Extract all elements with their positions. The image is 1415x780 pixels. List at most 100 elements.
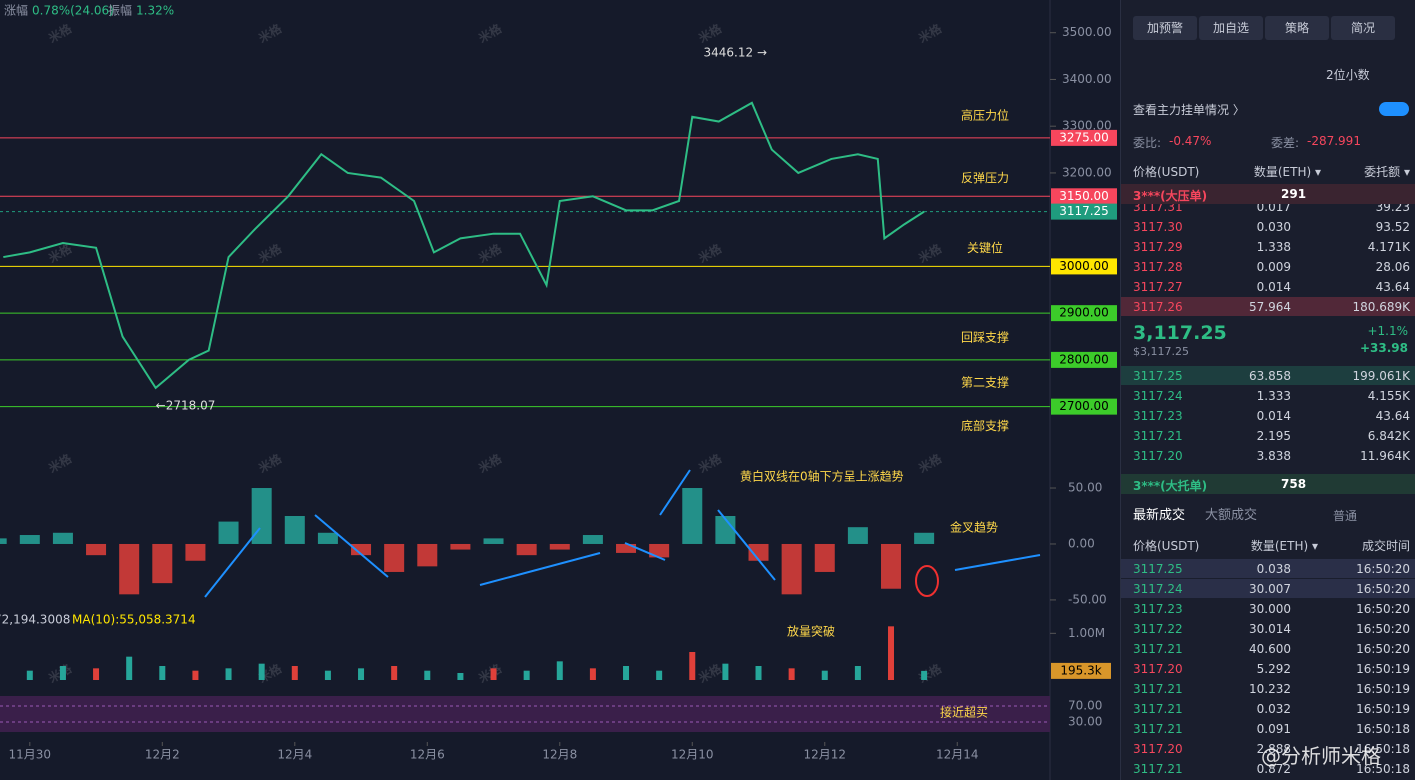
macd-bar bbox=[847, 527, 868, 544]
volume-annotation: 放量突破 bbox=[787, 624, 835, 639]
trade-price: 3117.21 bbox=[1133, 682, 1183, 696]
x-tick-label: 12月10 bbox=[671, 748, 714, 762]
level-note: 关键位 bbox=[967, 240, 1003, 255]
macd-bar bbox=[881, 543, 902, 589]
macd-bar bbox=[384, 543, 405, 572]
trade-qty: 0.091 bbox=[1256, 722, 1291, 736]
x-tick-label: 11月30 bbox=[9, 748, 52, 762]
diff-label: 委差: bbox=[1271, 136, 1300, 150]
main-orders: 查看主力挂单情况 〉 bbox=[1133, 103, 1245, 117]
macd-bar bbox=[450, 543, 471, 550]
bid-qty: 63.858 bbox=[1249, 369, 1291, 383]
volume-bar bbox=[556, 661, 563, 680]
ask-qty: 0.030 bbox=[1256, 220, 1291, 234]
macd-bar bbox=[284, 515, 305, 544]
ask-amt: 43.64 bbox=[1375, 280, 1410, 294]
trade-header: 价格(USDT) bbox=[1133, 539, 1200, 553]
level-label: 2700.00 bbox=[1059, 399, 1109, 413]
side-panel: 加预警 加自选 策略 简况 2位小数 查看主力挂单情况 〉委比: -0.47% 委差: -287… bbox=[1120, 0, 1415, 780]
current-label: 3117.25 bbox=[1059, 204, 1109, 218]
trade-price: 3117.24 bbox=[1133, 582, 1183, 596]
x-tick-label: 12月8 bbox=[542, 748, 577, 762]
trade-qty: 10.232 bbox=[1249, 682, 1291, 696]
ask-price: 3117.28 bbox=[1133, 260, 1183, 274]
bid-amt: 199.061K bbox=[1352, 369, 1411, 383]
bid-amt: 43.64 bbox=[1375, 409, 1410, 423]
y-tick-label: 50.00 bbox=[1068, 481, 1102, 495]
trade-qty: 30.000 bbox=[1249, 602, 1291, 616]
current-tag bbox=[1051, 203, 1117, 220]
bid-qty: 2.195 bbox=[1256, 429, 1291, 443]
trade-price: 3117.21 bbox=[1133, 702, 1183, 716]
bid-big: 3***(大托单) bbox=[1133, 479, 1208, 493]
level-label: 3000.00 bbox=[1059, 259, 1109, 273]
level-note: 反弹压力 bbox=[961, 171, 1009, 185]
low-label: ←2718.07 bbox=[156, 399, 216, 413]
trade-time: 16:50:19 bbox=[1356, 702, 1410, 716]
volume-bar bbox=[126, 656, 133, 680]
x-tick-label: 12月14 bbox=[936, 748, 979, 762]
trade-qty: 0.032 bbox=[1256, 702, 1291, 716]
button[interactable]: 加自选 bbox=[1199, 16, 1263, 40]
macd-bar bbox=[781, 543, 802, 595]
macd-bar bbox=[516, 543, 537, 556]
trade-qty: 30.014 bbox=[1249, 622, 1291, 636]
macd-bar bbox=[417, 543, 438, 567]
trade-header: 成交时间 bbox=[1361, 539, 1410, 553]
volume-bar bbox=[623, 666, 630, 680]
toggle bbox=[1379, 102, 1409, 116]
level-tag bbox=[1051, 129, 1117, 146]
volume-current: 195.3k bbox=[1060, 663, 1101, 677]
bid-price: 3117.23 bbox=[1133, 409, 1183, 423]
arrow bbox=[659, 469, 691, 516]
tab: 最新成交 bbox=[1133, 508, 1186, 523]
chart: 涨幅 0.78%(24.06) 振幅 1.32% 米格 米格 米格 米格 米格米格 米格米… bbox=[0, 0, 1117, 780]
macd-annotation: 金叉趋势 bbox=[950, 520, 998, 535]
x-tick-label: 12月2 bbox=[145, 748, 180, 762]
ask-amt: 4.171K bbox=[1367, 240, 1410, 254]
macd-bar bbox=[317, 532, 338, 544]
macd-bar bbox=[914, 532, 935, 544]
level-note: 高压力位 bbox=[961, 107, 1009, 122]
trade-price: 3117.20 bbox=[1133, 742, 1183, 756]
tab: 大额成交 bbox=[1205, 508, 1258, 523]
macd-bar bbox=[748, 543, 769, 561]
trade-price: 3117.20 bbox=[1133, 662, 1183, 676]
trade-time: 16:50:19 bbox=[1356, 682, 1410, 696]
row-bg bbox=[1121, 297, 1415, 316]
button[interactable]: 加预警 bbox=[1133, 16, 1197, 40]
macd-bar bbox=[649, 543, 670, 558]
x-tick-label: 12月6 bbox=[410, 748, 445, 762]
last-usd: $3,117.25 bbox=[1133, 345, 1189, 358]
y-tick-label: 30.00 bbox=[1068, 715, 1102, 729]
macd-bar bbox=[549, 543, 570, 550]
ask-price: 3117.26 bbox=[1133, 300, 1183, 314]
y-tick-label: -50.00 bbox=[1068, 592, 1107, 606]
book-header: 数量(ETH) ▾ bbox=[1253, 165, 1321, 179]
volume-bar bbox=[457, 673, 464, 680]
y-tick-label: 3400.00 bbox=[1062, 72, 1112, 86]
row-bg bbox=[1121, 559, 1415, 578]
button[interactable]: 简况 bbox=[1331, 16, 1395, 40]
high-label: 3446.12 → bbox=[704, 45, 768, 59]
volume-bar bbox=[490, 668, 497, 680]
ask-qty: 57.964 bbox=[1249, 300, 1291, 314]
button[interactable]: 策略 bbox=[1265, 16, 1329, 40]
x-tick-label: 12月12 bbox=[803, 748, 846, 762]
trade-time: 16:50:19 bbox=[1356, 662, 1410, 676]
bid-price: 3117.25 bbox=[1133, 369, 1183, 383]
trade-time: 16:50:20 bbox=[1356, 642, 1410, 656]
volume-bar bbox=[225, 668, 232, 680]
macd-bar bbox=[582, 535, 603, 544]
trade-time: 16:50:18 bbox=[1356, 762, 1410, 776]
bid-price: 3117.21 bbox=[1133, 429, 1183, 443]
level-label: 3150.00 bbox=[1059, 189, 1109, 203]
macd-bar bbox=[715, 515, 736, 544]
ask-amt: 93.52 bbox=[1375, 220, 1410, 234]
macd-bar bbox=[483, 538, 504, 544]
volume-bar bbox=[291, 666, 298, 680]
bid-price: 3117.20 bbox=[1133, 449, 1183, 463]
volume-bar bbox=[656, 670, 663, 680]
ask-price: 3117.30 bbox=[1133, 220, 1183, 234]
decimals: 2位小数 bbox=[1326, 68, 1370, 82]
